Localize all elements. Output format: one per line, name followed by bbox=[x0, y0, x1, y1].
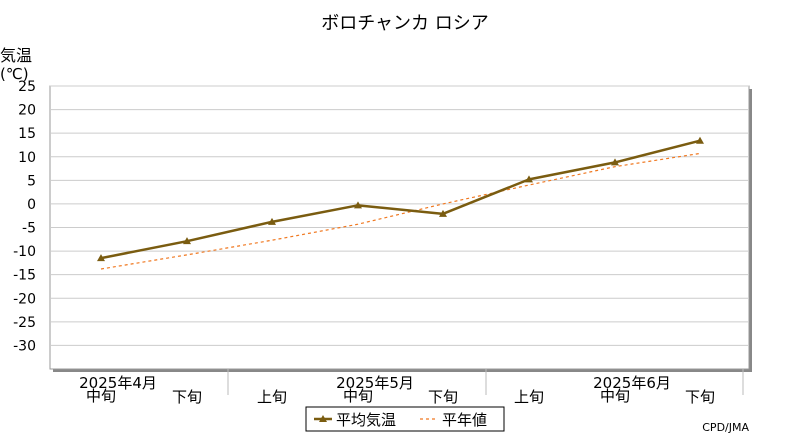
y-tick-label: 0 bbox=[27, 197, 36, 213]
x-tick-label: 下旬 bbox=[172, 388, 202, 406]
x-tick-label: 上旬 bbox=[514, 388, 544, 406]
x-tick-label: 下旬 bbox=[428, 388, 458, 406]
y-tick-label: 15 bbox=[18, 126, 36, 142]
x-month-label: 2025年5月 bbox=[336, 374, 414, 392]
data-point-avg bbox=[183, 237, 191, 245]
legend-label-avg: 平均気温 bbox=[336, 411, 396, 429]
y-tick-label: 20 bbox=[18, 103, 36, 119]
y-tick-label: 5 bbox=[27, 173, 36, 189]
y-tick-label: -15 bbox=[13, 268, 36, 284]
data-point-avg bbox=[439, 209, 447, 217]
legend-box bbox=[305, 406, 505, 432]
y-axis-ticks: 25 20 15 10 5 0 -5 -10 -15 -20 -25 -30 bbox=[13, 79, 36, 354]
x-axis-separators bbox=[227, 369, 744, 395]
y-tick-label: -5 bbox=[22, 221, 36, 237]
series-group bbox=[97, 136, 704, 270]
x-month-label: 2025年6月 bbox=[593, 374, 671, 392]
data-point-avg bbox=[696, 136, 704, 144]
x-tick-label: 上旬 bbox=[257, 388, 287, 406]
y-tick-label: -20 bbox=[13, 291, 36, 307]
series-line-avg bbox=[100, 139, 701, 260]
x-tick-label: 下旬 bbox=[685, 388, 715, 406]
x-month-label: 2025年4月 bbox=[79, 374, 157, 392]
y-tick-label: -25 bbox=[13, 315, 36, 331]
legend-label-normal: 平年値 bbox=[442, 411, 487, 429]
chart-title: ボロチャンカ ロシア bbox=[321, 13, 489, 34]
x-tick-label: 中旬 bbox=[86, 387, 116, 405]
y-tick-label: 25 bbox=[18, 79, 36, 95]
legend-marker-avg bbox=[319, 415, 327, 422]
legend: 平均気温 平年値 bbox=[305, 406, 505, 432]
y-tick-label: 10 bbox=[18, 150, 36, 166]
x-tick-label: 中旬 bbox=[343, 387, 373, 405]
data-point-avg bbox=[97, 254, 105, 262]
data-point-avg bbox=[611, 158, 619, 166]
y-tick-label: -30 bbox=[13, 338, 36, 354]
data-point-avg bbox=[525, 175, 533, 183]
x-axis-ticks: 中旬 下旬 上旬 中旬 下旬 上旬 中旬 下旬 2025年4月 2025年5月 2025年6月 bbox=[79, 374, 715, 406]
y-tick-label: -10 bbox=[13, 244, 36, 260]
x-tick-label: 中旬 bbox=[600, 387, 630, 405]
data-point-avg bbox=[268, 217, 276, 225]
credit: CPD/JMA bbox=[702, 421, 749, 434]
y-axis-unit: (℃) bbox=[0, 65, 29, 83]
y-axis-label: 気温 bbox=[0, 46, 32, 65]
data-point-avg bbox=[354, 201, 362, 209]
